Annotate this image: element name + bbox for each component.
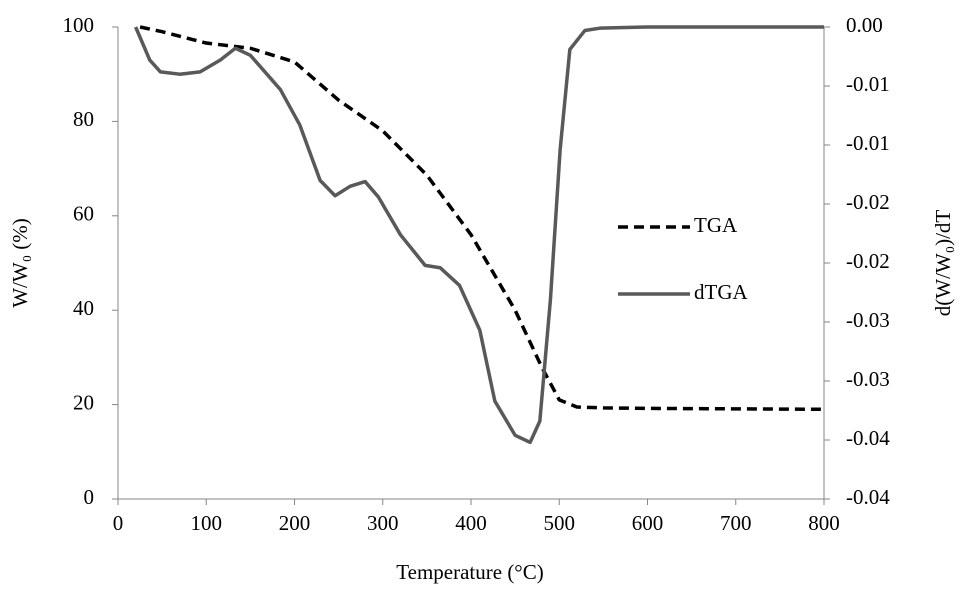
x-tick-label: 200 [279,511,311,535]
y-tick-label: 0 [84,485,95,509]
y2-tick-label: -0.01 [846,131,890,155]
series-line [134,25,824,445]
y-tick-label: 100 [63,13,95,37]
y2-tick-label: -0.02 [846,190,890,214]
x-tick-label: 600 [632,511,664,535]
x-tick-label: 800 [808,511,840,535]
y2-tick-label: -0.04 [846,426,890,450]
y2-tick-label: 0.00 [846,13,883,37]
x-tick-label: 300 [367,511,399,535]
legend-label: dTGA [694,280,748,304]
y2-tick-label: -0.03 [846,367,890,391]
x-tick-label: 0 [113,511,124,535]
x-axis-label: Temperature (°C) [396,560,543,584]
y-tick-label: 60 [73,202,94,226]
y-axis-label: W/W₀ (%) [8,218,32,308]
series-line [139,25,825,412]
legend-label: TGA [694,213,738,237]
y-tick-label: 40 [73,296,94,320]
y-tick-label: 80 [73,107,94,131]
y2-axis-label: d(W/W₀)/dT [931,210,955,317]
x-tick-label: 700 [720,511,752,535]
y-tick-label: 20 [73,390,94,414]
x-tick-label: 500 [544,511,576,535]
y2-tick-label: -0.04 [846,485,890,509]
y2-tick-label: -0.03 [846,308,890,332]
y2-tick-label: -0.02 [846,249,890,273]
y2-tick-label: -0.01 [846,72,890,96]
x-tick-label: 100 [191,511,223,535]
x-tick-label: 400 [455,511,487,535]
